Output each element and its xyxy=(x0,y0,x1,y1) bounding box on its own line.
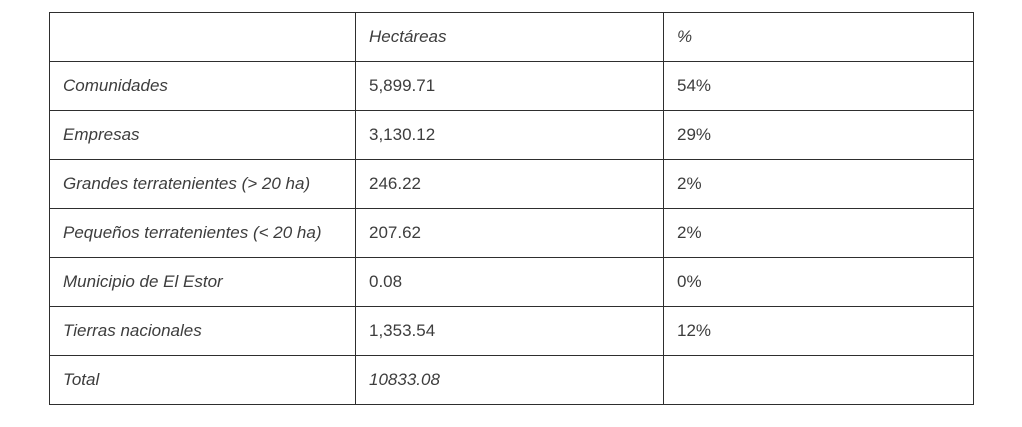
table-row-total: Total 10833.08 xyxy=(49,355,974,405)
table-row: Comunidades 5,899.71 54% xyxy=(49,61,974,111)
row-label-cell: Tierras nacionales xyxy=(49,306,356,356)
hectareas-cell: 3,130.12 xyxy=(355,110,664,160)
header-row: Hectáreas % xyxy=(49,12,974,62)
percent-cell: 54% xyxy=(663,61,974,111)
row-label-cell: Empresas xyxy=(49,110,356,160)
header-empty-cell xyxy=(49,12,356,62)
table-row: Pequeños terratenientes (< 20 ha) 207.62… xyxy=(49,208,974,258)
row-label-cell: Total xyxy=(49,355,356,405)
table-row: Tierras nacionales 1,353.54 12% xyxy=(49,306,974,356)
percent-cell: 2% xyxy=(663,159,974,209)
percent-cell: 0% xyxy=(663,257,974,307)
percent-cell: 29% xyxy=(663,110,974,160)
table-row: Empresas 3,130.12 29% xyxy=(49,110,974,160)
header-hectareas-cell: Hectáreas xyxy=(355,12,664,62)
hectareas-cell: 1,353.54 xyxy=(355,306,664,356)
table-row: Grandes terratenientes (> 20 ha) 246.22 … xyxy=(49,159,974,209)
hectareas-cell: 10833.08 xyxy=(355,355,664,405)
row-label-cell: Grandes terratenientes (> 20 ha) xyxy=(49,159,356,209)
percent-cell: 12% xyxy=(663,306,974,356)
hectareas-cell: 5,899.71 xyxy=(355,61,664,111)
row-label-cell: Comunidades xyxy=(49,61,356,111)
land-distribution-table: Hectáreas % Comunidades 5,899.71 54% Emp… xyxy=(49,12,974,405)
table-row: Municipio de El Estor 0.08 0% xyxy=(49,257,974,307)
hectareas-cell: 0.08 xyxy=(355,257,664,307)
row-label-cell: Municipio de El Estor xyxy=(49,257,356,307)
hectareas-cell: 246.22 xyxy=(355,159,664,209)
percent-cell xyxy=(663,355,974,405)
hectareas-cell: 207.62 xyxy=(355,208,664,258)
percent-cell: 2% xyxy=(663,208,974,258)
header-percent-cell: % xyxy=(663,12,974,62)
row-label-cell: Pequeños terratenientes (< 20 ha) xyxy=(49,208,356,258)
